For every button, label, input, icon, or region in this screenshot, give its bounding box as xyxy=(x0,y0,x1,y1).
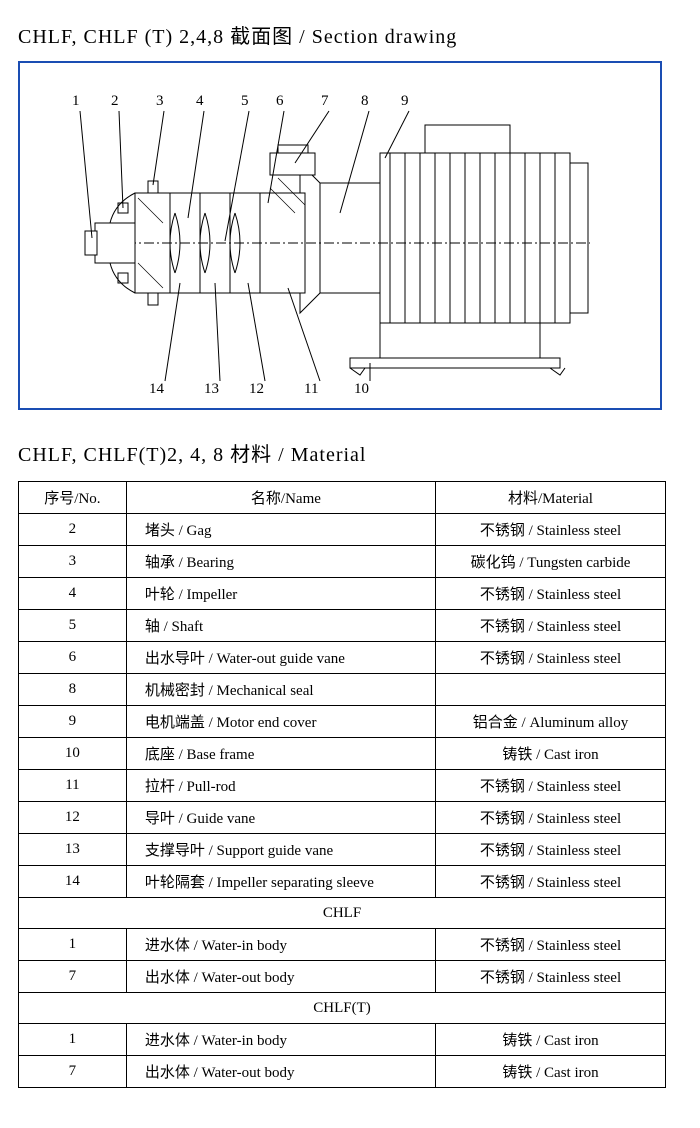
table-row: 9电机端盖 / Motor end cover铝合金 / Aluminum al… xyxy=(19,706,666,738)
table-header-row: 序号/No. 名称/Name 材料/Material xyxy=(19,482,666,514)
cell-mat: 铸铁 / Cast iron xyxy=(436,738,666,770)
table-section-row: CHLF xyxy=(19,898,666,929)
section-label: CHLF xyxy=(19,898,666,929)
cell-mat: 铸铁 / Cast iron xyxy=(436,1024,666,1056)
cell-name: 轴 / Shaft xyxy=(126,610,435,642)
cell-name: 导叶 / Guide vane xyxy=(126,802,435,834)
cell-name: 轴承 / Bearing xyxy=(126,546,435,578)
table-section-row: CHLF(T) xyxy=(19,993,666,1024)
material-title: CHLF, CHLF(T)2, 4, 8 材料 / Material xyxy=(18,438,682,467)
cell-no: 10 xyxy=(19,738,127,770)
cell-no: 2 xyxy=(19,514,127,546)
table-row: 4叶轮 / Impeller不锈钢 / Stainless steel xyxy=(19,578,666,610)
cell-mat: 铸铁 / Cast iron xyxy=(436,1056,666,1088)
cell-name: 电机端盖 / Motor end cover xyxy=(126,706,435,738)
cell-no: 4 xyxy=(19,578,127,610)
cell-no: 7 xyxy=(19,961,127,993)
table-row: 1进水体 / Water-in body不锈钢 / Stainless stee… xyxy=(19,929,666,961)
cell-mat: 不锈钢 / Stainless steel xyxy=(436,770,666,802)
material-table: 序号/No. 名称/Name 材料/Material 2堵头 / Gag不锈钢 … xyxy=(18,481,666,1088)
section-label: CHLF(T) xyxy=(19,993,666,1024)
cell-no: 5 xyxy=(19,610,127,642)
header-mat: 材料/Material xyxy=(436,482,666,514)
cell-mat: 碳化钨 / Tungsten carbide xyxy=(436,546,666,578)
section-drawing-title: CHLF, CHLF (T) 2,4,8 截面图 / Section drawi… xyxy=(18,20,682,49)
section-drawing-box: 123456789 1413121110 xyxy=(18,61,662,410)
header-name: 名称/Name xyxy=(126,482,435,514)
cell-no: 1 xyxy=(19,929,127,961)
table-row: 10底座 / Base frame铸铁 / Cast iron xyxy=(19,738,666,770)
table-row: 1进水体 / Water-in body铸铁 / Cast iron xyxy=(19,1024,666,1056)
cell-mat: 不锈钢 / Stainless steel xyxy=(436,961,666,993)
cell-mat: 铝合金 / Aluminum alloy xyxy=(436,706,666,738)
cell-name: 机械密封 / Mechanical seal xyxy=(126,674,435,706)
table-row: 13支撑导叶 / Support guide vane不锈钢 / Stainle… xyxy=(19,834,666,866)
cell-no: 3 xyxy=(19,546,127,578)
table-row: 6出水导叶 / Water-out guide vane不锈钢 / Stainl… xyxy=(19,642,666,674)
cell-name: 进水体 / Water-in body xyxy=(126,1024,435,1056)
cell-mat: 不锈钢 / Stainless steel xyxy=(436,514,666,546)
cell-no: 7 xyxy=(19,1056,127,1088)
cell-mat xyxy=(436,674,666,706)
cell-name: 叶轮隔套 / Impeller separating sleeve xyxy=(126,866,435,898)
table-row: 2堵头 / Gag不锈钢 / Stainless steel xyxy=(19,514,666,546)
cell-no: 8 xyxy=(19,674,127,706)
cell-mat: 不锈钢 / Stainless steel xyxy=(436,866,666,898)
cell-no: 1 xyxy=(19,1024,127,1056)
cell-mat: 不锈钢 / Stainless steel xyxy=(436,929,666,961)
cell-no: 14 xyxy=(19,866,127,898)
cell-name: 出水体 / Water-out body xyxy=(126,961,435,993)
cell-no: 11 xyxy=(19,770,127,802)
cell-no: 13 xyxy=(19,834,127,866)
cell-name: 堵头 / Gag xyxy=(126,514,435,546)
cell-name: 出水导叶 / Water-out guide vane xyxy=(126,642,435,674)
cell-no: 9 xyxy=(19,706,127,738)
cell-mat: 不锈钢 / Stainless steel xyxy=(436,642,666,674)
header-no: 序号/No. xyxy=(19,482,127,514)
table-row: 12导叶 / Guide vane不锈钢 / Stainless steel xyxy=(19,802,666,834)
cell-mat: 不锈钢 / Stainless steel xyxy=(436,610,666,642)
table-row: 5轴 / Shaft不锈钢 / Stainless steel xyxy=(19,610,666,642)
cell-name: 拉杆 / Pull-rod xyxy=(126,770,435,802)
cell-mat: 不锈钢 / Stainless steel xyxy=(436,834,666,866)
table-row: 11拉杆 / Pull-rod不锈钢 / Stainless steel xyxy=(19,770,666,802)
cell-name: 叶轮 / Impeller xyxy=(126,578,435,610)
table-row: 14叶轮隔套 / Impeller separating sleeve不锈钢 /… xyxy=(19,866,666,898)
pump-section-diagram xyxy=(20,63,660,408)
table-row: 7出水体 / Water-out body不锈钢 / Stainless ste… xyxy=(19,961,666,993)
cell-name: 出水体 / Water-out body xyxy=(126,1056,435,1088)
cell-mat: 不锈钢 / Stainless steel xyxy=(436,578,666,610)
cell-mat: 不锈钢 / Stainless steel xyxy=(436,802,666,834)
table-row: 7出水体 / Water-out body铸铁 / Cast iron xyxy=(19,1056,666,1088)
table-row: 8机械密封 / Mechanical seal xyxy=(19,674,666,706)
cell-no: 6 xyxy=(19,642,127,674)
table-row: 3轴承 / Bearing碳化钨 / Tungsten carbide xyxy=(19,546,666,578)
cell-name: 进水体 / Water-in body xyxy=(126,929,435,961)
cell-name: 支撑导叶 / Support guide vane xyxy=(126,834,435,866)
cell-name: 底座 / Base frame xyxy=(126,738,435,770)
cell-no: 12 xyxy=(19,802,127,834)
